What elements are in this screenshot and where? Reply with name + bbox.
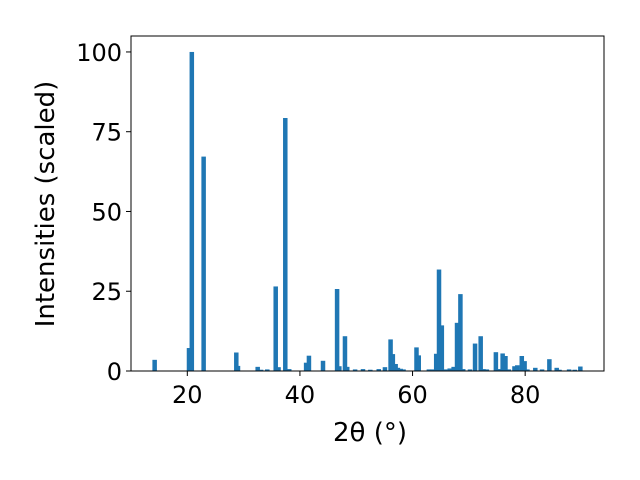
bar [493,352,499,371]
bar [436,269,442,371]
bar [451,366,456,371]
bar [152,359,157,371]
bar [472,343,478,371]
bar [286,369,292,371]
bar [525,369,530,371]
x-axis-ticks: 20 40 60 80 [172,371,540,409]
bar [460,369,466,371]
bar [382,367,388,371]
bar [416,355,421,371]
bar [398,368,403,371]
x-tick-label: 80 [510,381,541,409]
bar [566,369,572,371]
bar [201,156,206,371]
bar [395,367,401,371]
bar [342,336,348,371]
bar [393,363,398,371]
bar [481,369,486,371]
bar [376,369,382,371]
bar [533,367,538,371]
bar [352,369,358,371]
y-axis-ticks: 0 25 50 75 100 [76,39,131,386]
bar [433,353,439,371]
bar [539,369,545,371]
bar [306,355,312,371]
bar [401,369,406,371]
bar [320,360,326,371]
bar [390,354,396,371]
bar [189,51,195,371]
x-tick-label: 40 [285,381,316,409]
bar [547,359,552,371]
bar [496,369,501,371]
bar [442,369,448,371]
bar [515,365,520,371]
bar [557,369,562,371]
bar [578,366,583,371]
bar [283,118,288,371]
y-tick-label: 0 [107,358,122,386]
bar [484,369,490,371]
y-tick-label: 75 [91,119,122,147]
bar [273,286,278,371]
x-tick-label: 20 [172,381,203,409]
bar [554,367,559,371]
bar [439,325,445,371]
bar [235,365,241,371]
bar [503,356,508,371]
bar [519,356,525,371]
bar [522,361,527,371]
bar [467,369,473,371]
bar [506,369,512,371]
bar [368,369,373,371]
bar [500,353,505,371]
y-tick-label: 100 [76,39,122,67]
x-tick-label: 60 [397,381,428,409]
bar [276,367,281,371]
bar [234,352,239,371]
bars-group [152,51,583,371]
bar [344,366,350,371]
bar [337,366,342,371]
y-tick-label: 25 [91,278,122,306]
y-axis-label: Intensities (scaled) [31,81,61,328]
bar [426,369,432,371]
bar [334,289,340,371]
bar [303,362,309,371]
bar [447,368,452,371]
bar [478,336,483,371]
bar [186,348,192,371]
bar [512,366,517,371]
bar [255,366,260,371]
plot-frame [130,35,605,372]
bar [388,339,393,371]
bar [458,294,463,371]
bar [454,322,460,371]
y-tick-label: 50 [91,198,122,226]
x-axis-label: 2θ (°) [333,418,407,448]
bar [360,369,366,371]
bar [572,369,577,371]
bar [265,369,270,371]
bar [430,369,436,371]
bar [258,369,264,371]
